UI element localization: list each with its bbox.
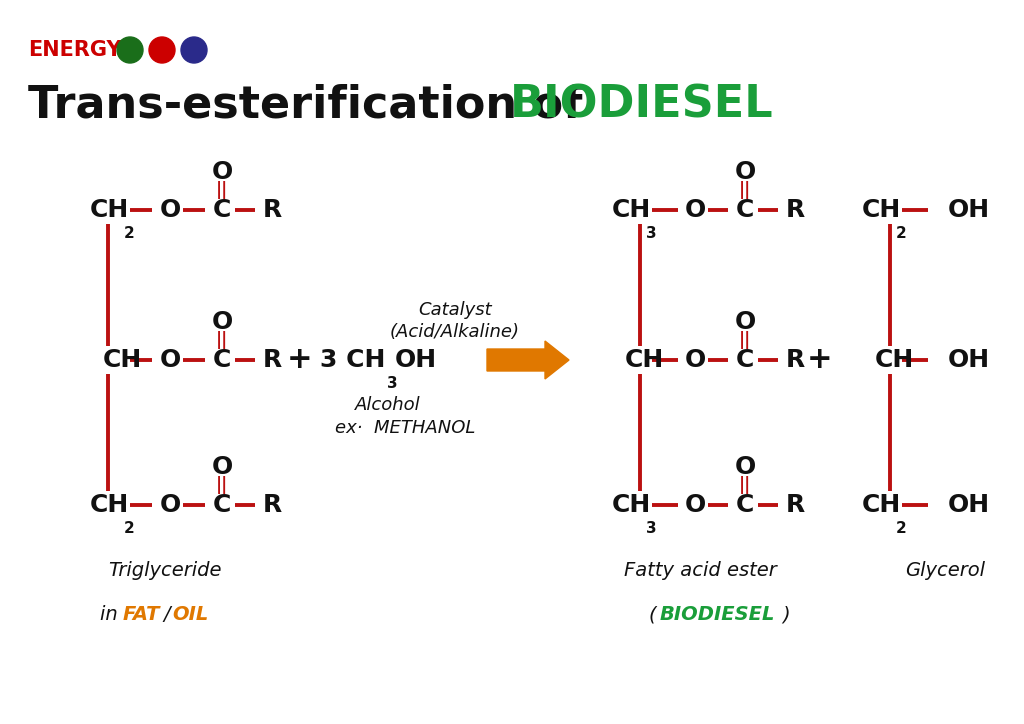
Text: R: R <box>785 198 805 222</box>
Text: (Acid/Alkaline): (Acid/Alkaline) <box>390 323 520 341</box>
Text: Fatty acid ester: Fatty acid ester <box>624 560 776 579</box>
Text: 3 CH: 3 CH <box>319 348 385 372</box>
Text: 2: 2 <box>124 226 135 241</box>
Text: C: C <box>213 348 231 372</box>
Text: Alcohol: Alcohol <box>355 396 421 414</box>
Text: CH: CH <box>862 493 901 517</box>
Text: CH: CH <box>612 198 651 222</box>
Text: Triglyceride: Triglyceride <box>109 560 222 579</box>
Text: O: O <box>211 455 232 479</box>
Text: ||: || <box>216 331 228 349</box>
Text: O: O <box>684 348 706 372</box>
Text: ||: || <box>739 331 752 349</box>
Text: O: O <box>684 198 706 222</box>
Text: BIODIESEL: BIODIESEL <box>660 605 775 625</box>
Text: FAT: FAT <box>123 605 161 625</box>
Text: 2: 2 <box>896 226 906 241</box>
Text: O: O <box>734 455 756 479</box>
Text: ||: || <box>216 476 228 494</box>
Text: O: O <box>160 198 180 222</box>
Text: 3: 3 <box>646 521 656 536</box>
Text: O: O <box>684 493 706 517</box>
Text: C: C <box>736 348 755 372</box>
Text: ENERGY: ENERGY <box>28 40 122 60</box>
Text: C: C <box>213 198 231 222</box>
Text: CH: CH <box>90 198 129 222</box>
Text: R: R <box>785 348 805 372</box>
Text: R: R <box>785 493 805 517</box>
Text: O: O <box>211 310 232 334</box>
Text: CH: CH <box>874 348 914 372</box>
FancyArrow shape <box>487 341 569 379</box>
Text: +: + <box>287 345 312 374</box>
Text: CH: CH <box>103 348 142 372</box>
Text: C: C <box>213 493 231 517</box>
Text: (: ( <box>648 605 655 625</box>
Text: +: + <box>807 345 833 374</box>
Text: OH: OH <box>948 348 990 372</box>
Circle shape <box>181 37 207 63</box>
Text: O: O <box>734 310 756 334</box>
Text: Trans-esterification of: Trans-esterification of <box>28 83 598 127</box>
Text: CH: CH <box>625 348 665 372</box>
Text: Glycerol: Glycerol <box>905 560 985 579</box>
Text: in: in <box>100 605 124 625</box>
Text: ex·  METHANOL: ex· METHANOL <box>335 419 475 437</box>
Text: 2: 2 <box>896 521 906 536</box>
Circle shape <box>150 37 175 63</box>
Text: C: C <box>736 198 755 222</box>
Text: BIODIESEL: BIODIESEL <box>510 83 773 127</box>
Text: ||: || <box>739 181 752 199</box>
Text: OH: OH <box>948 198 990 222</box>
Text: CH: CH <box>90 493 129 517</box>
Text: ||: || <box>739 476 752 494</box>
Text: ): ) <box>782 605 790 625</box>
Text: 2: 2 <box>124 521 135 536</box>
Text: C: C <box>736 493 755 517</box>
Text: O: O <box>160 493 180 517</box>
Text: O: O <box>160 348 180 372</box>
Text: 3: 3 <box>646 226 656 241</box>
Text: 3: 3 <box>387 376 397 391</box>
Text: CH: CH <box>612 493 651 517</box>
Text: R: R <box>262 198 282 222</box>
Circle shape <box>117 37 143 63</box>
Text: OH: OH <box>948 493 990 517</box>
Text: O: O <box>734 160 756 184</box>
Text: CH: CH <box>862 198 901 222</box>
Text: O: O <box>211 160 232 184</box>
Text: ||: || <box>216 181 228 199</box>
Text: /: / <box>163 605 170 625</box>
Text: Catalyst: Catalyst <box>418 301 492 319</box>
Text: R: R <box>262 348 282 372</box>
Text: OH: OH <box>395 348 437 372</box>
Text: OIL: OIL <box>172 605 208 625</box>
Text: R: R <box>262 493 282 517</box>
